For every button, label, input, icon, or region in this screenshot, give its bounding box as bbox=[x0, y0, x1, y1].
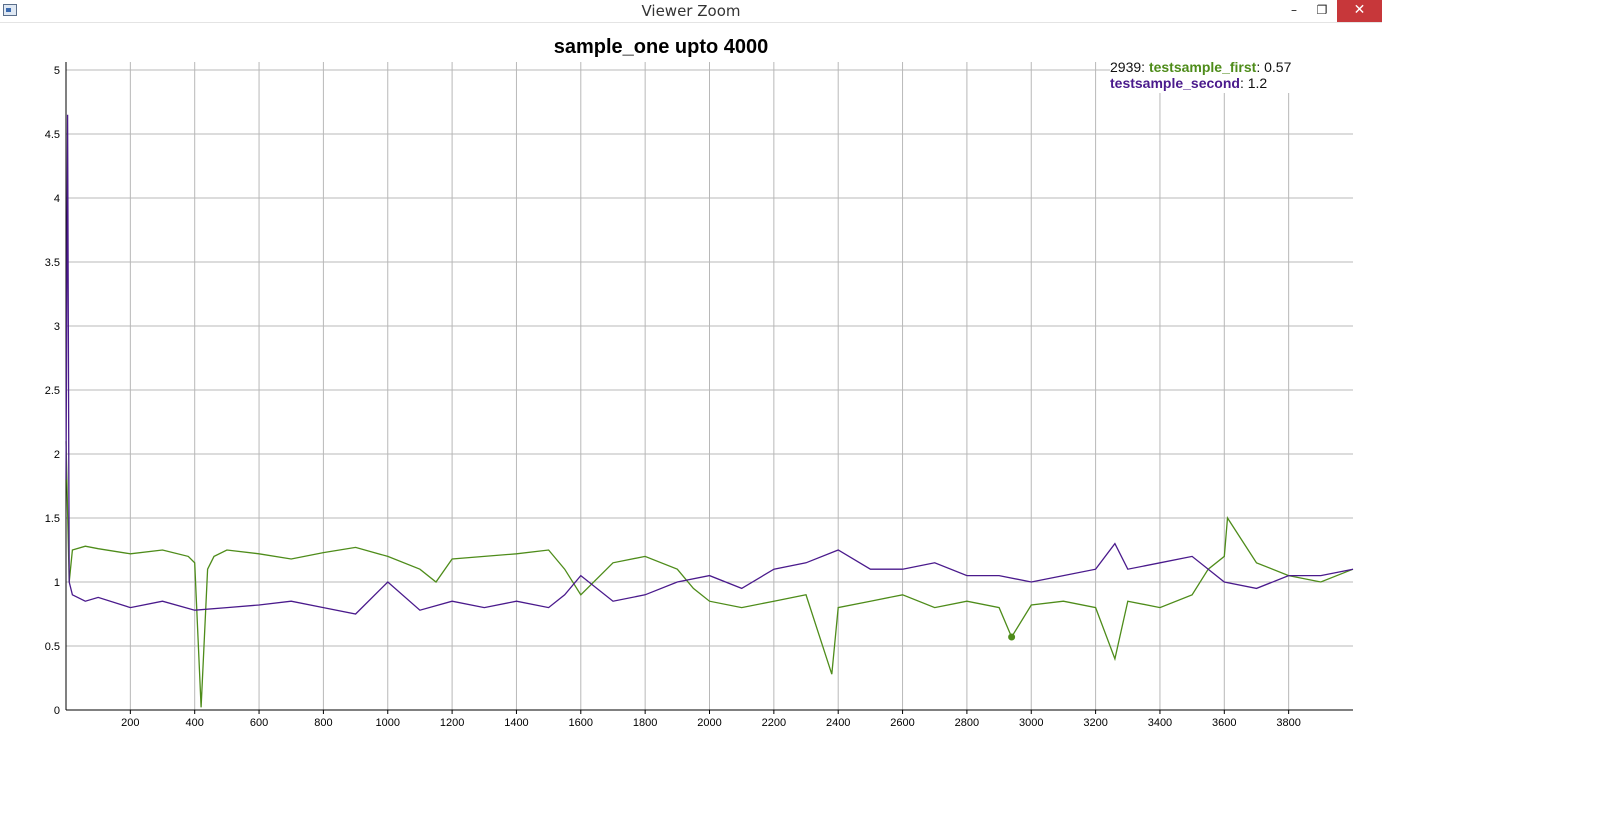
hover-legend: 2939: testsample_first: 0.57 testsample_… bbox=[1110, 59, 1375, 93]
legend-series-first-name: testsample_first bbox=[1148, 59, 1257, 75]
x-tick-label: 600 bbox=[250, 717, 268, 729]
app-icon bbox=[3, 4, 17, 16]
x-tick-label: 2400 bbox=[826, 717, 850, 729]
y-tick-label: 0 bbox=[54, 705, 60, 717]
x-tick-label: 1600 bbox=[569, 717, 593, 729]
x-tick-label: 400 bbox=[186, 717, 204, 729]
hover-marker bbox=[1008, 633, 1016, 641]
x-tick-label: 2000 bbox=[697, 717, 721, 729]
hover-row-first: 2939: testsample_first: 0.57 bbox=[1110, 59, 1292, 75]
y-tick-label: 1 bbox=[54, 577, 60, 589]
x-tick-label: 2600 bbox=[890, 717, 914, 729]
x-tick-label: 200 bbox=[121, 717, 139, 729]
marker-layer bbox=[1008, 633, 1016, 641]
series-line-second bbox=[65, 114, 1354, 615]
close-button[interactable]: ✕ bbox=[1337, 0, 1382, 22]
x-tick-label: 2800 bbox=[955, 717, 979, 729]
chart-axes: 0 0.5 1 1.5 2 2.5 3 3.5 4 4.5 5 200 400 600 800 1000 120… bbox=[45, 62, 1353, 729]
restore-button[interactable]: ❐ bbox=[1316, 3, 1328, 17]
hover-x-value: 2939 bbox=[1110, 59, 1142, 75]
x-tick-label: 3000 bbox=[1019, 717, 1043, 729]
y-tick-label: 2 bbox=[54, 449, 60, 461]
chart-title: sample_one upto 4000 bbox=[554, 36, 769, 58]
x-tick-label: 3600 bbox=[1212, 717, 1236, 729]
legend-series-second-value: 1.2 bbox=[1247, 75, 1268, 91]
y-tick-label: 1.5 bbox=[45, 513, 60, 525]
y-tick-label: 4 bbox=[54, 193, 60, 205]
x-tick-label: 2200 bbox=[762, 717, 786, 729]
y-tick-label: 0.5 bbox=[45, 641, 60, 653]
x-tick-label: 800 bbox=[314, 717, 332, 729]
legend-series-second-name: testsample_second bbox=[1110, 75, 1240, 91]
x-tick-label: 1800 bbox=[633, 717, 657, 729]
hover-row-second: testsample_second: 1.2 bbox=[1110, 75, 1268, 91]
window-title: Viewer Zoom bbox=[641, 2, 741, 20]
y-tick-label: 3.5 bbox=[45, 257, 60, 269]
x-tick-label: 1400 bbox=[504, 717, 528, 729]
chart-grid bbox=[66, 62, 1353, 711]
x-tick-label: 3400 bbox=[1148, 717, 1172, 729]
x-tick-label: 3200 bbox=[1083, 717, 1107, 729]
series-layer bbox=[65, 114, 1354, 708]
y-tick-label: 2.5 bbox=[45, 385, 60, 397]
legend-series-first-value: 0.57 bbox=[1264, 59, 1292, 75]
y-tick-label: 3 bbox=[54, 321, 60, 333]
y-tick-label: 5 bbox=[54, 65, 60, 77]
series-line-first bbox=[65, 441, 1354, 708]
y-tick-label: 4.5 bbox=[45, 129, 60, 141]
x-tick-label: 1200 bbox=[440, 717, 464, 729]
minimize-button[interactable]: – bbox=[1291, 3, 1297, 17]
x-tick-label: 3800 bbox=[1276, 717, 1300, 729]
x-tick-label: 1000 bbox=[376, 717, 400, 729]
window-title-bar: Viewer Zoom – ❐ ✕ bbox=[0, 0, 1382, 23]
